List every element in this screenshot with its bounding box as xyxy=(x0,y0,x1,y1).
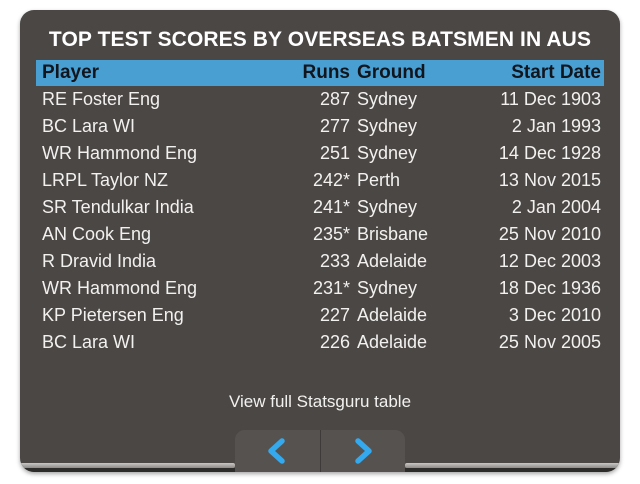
cell-player: AN Cook Eng xyxy=(42,224,152,244)
cell-start-date: 25 Nov 2010 xyxy=(498,224,601,244)
cell-start-date: 25 Nov 2005 xyxy=(498,332,601,352)
table-row[interactable]: BC Lara WI 226 Adelaide 25 Nov 2005 xyxy=(36,329,604,356)
table-row[interactable]: RE Foster Eng 287 Sydney 11 Dec 1903 xyxy=(36,86,604,113)
table-row[interactable]: R Dravid India 233 Adelaide 12 Dec 2003 xyxy=(36,248,604,275)
table-row[interactable]: AN Cook Eng 235* Brisbane 25 Nov 2010 xyxy=(36,221,604,248)
bottom-rail-right xyxy=(405,463,620,468)
cell-player: RE Foster Eng xyxy=(42,89,161,109)
cell-start-date: 12 Dec 2003 xyxy=(498,251,601,271)
cell-ground: Adelaide xyxy=(357,251,428,271)
cell-start-date: 14 Dec 1928 xyxy=(498,143,601,163)
cell-runs: 235* xyxy=(312,224,350,244)
cell-ground: Perth xyxy=(357,170,401,190)
column-header-ground: Ground xyxy=(357,62,426,83)
table-row[interactable]: WR Hammond Eng 231* Sydney 18 Dec 1936 xyxy=(36,275,604,302)
cell-player: WR Hammond Eng xyxy=(42,143,198,163)
table-row[interactable]: KP Pietersen Eng 227 Adelaide 3 Dec 2010 xyxy=(36,302,604,329)
cell-start-date: 11 Dec 1903 xyxy=(500,89,601,109)
cell-ground: Sydney xyxy=(357,143,418,163)
cell-ground: Sydney xyxy=(357,116,418,136)
cell-player: BC Lara WI xyxy=(42,116,136,136)
cell-runs: 231* xyxy=(312,278,350,298)
cell-runs: 227 xyxy=(319,305,350,325)
previous-page-button[interactable] xyxy=(235,430,321,472)
cell-start-date: 18 Dec 1936 xyxy=(498,278,601,298)
cell-ground: Adelaide xyxy=(357,332,428,352)
cell-runs: 242* xyxy=(312,170,350,190)
chevron-left-icon xyxy=(268,438,285,464)
cell-start-date: 2 Jan 1993 xyxy=(511,116,601,136)
table-row[interactable]: SR Tendulkar India 241* Sydney 2 Jan 200… xyxy=(36,194,604,221)
table-row[interactable]: WR Hammond Eng 251 Sydney 14 Dec 1928 xyxy=(36,140,604,167)
bottom-rail-left xyxy=(20,463,235,468)
table-header-row: Player Runs Ground Start Date xyxy=(36,60,604,86)
next-page-button[interactable] xyxy=(320,430,405,472)
cell-player: BC Lara WI xyxy=(42,332,136,352)
cell-player: R Dravid India xyxy=(42,251,157,271)
table-row[interactable]: LRPL Taylor NZ 242* Perth 13 Nov 2015 xyxy=(36,167,604,194)
cell-runs: 226 xyxy=(319,332,350,352)
cell-ground: Sydney xyxy=(357,197,418,217)
cell-runs: 287 xyxy=(319,89,350,109)
cell-player: WR Hammond Eng xyxy=(42,278,198,298)
stats-widget: TOP TEST SCORES BY OVERSEAS BATSMEN IN A… xyxy=(20,10,620,472)
chevron-right-icon xyxy=(355,438,372,464)
cell-start-date: 13 Nov 2015 xyxy=(498,170,601,190)
cell-start-date: 2 Jan 2004 xyxy=(511,197,601,217)
cell-ground: Sydney xyxy=(357,278,418,298)
scores-table: Player Runs Ground Start Date RE Foster … xyxy=(36,60,604,356)
column-header-start-date: Start Date xyxy=(511,62,601,83)
page-title: TOP TEST SCORES BY OVERSEAS BATSMEN IN A… xyxy=(48,28,592,51)
cell-player: LRPL Taylor NZ xyxy=(42,170,169,190)
cell-ground: Adelaide xyxy=(357,305,428,325)
view-full-table-link[interactable]: View full Statsguru table xyxy=(228,392,412,411)
cell-player: KP Pietersen Eng xyxy=(42,305,184,325)
cell-runs: 251 xyxy=(319,143,350,163)
pagination-controls xyxy=(235,430,405,472)
table-row[interactable]: BC Lara WI 277 Sydney 2 Jan 1993 xyxy=(36,113,604,140)
cell-runs: 241* xyxy=(312,197,350,217)
cell-runs: 277 xyxy=(319,116,350,136)
column-header-player: Player xyxy=(42,62,100,83)
column-header-runs: Runs xyxy=(302,62,351,83)
cell-ground: Sydney xyxy=(357,89,418,109)
cell-player: SR Tendulkar India xyxy=(42,197,194,217)
cell-runs: 233 xyxy=(319,251,350,271)
cell-ground: Brisbane xyxy=(357,224,429,244)
cell-start-date: 3 Dec 2010 xyxy=(508,305,601,325)
